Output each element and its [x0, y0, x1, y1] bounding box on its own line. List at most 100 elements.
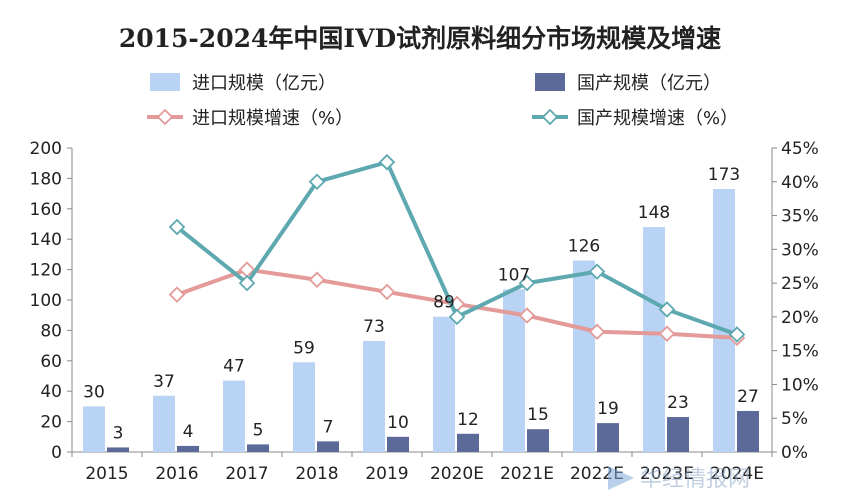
bar — [107, 447, 129, 452]
bar — [293, 362, 315, 452]
bar — [247, 444, 269, 452]
left-tick-label: 180 — [30, 169, 62, 189]
watermark: 华经情报网 — [608, 466, 750, 492]
left-tick-label: 80 — [40, 321, 62, 341]
x-tick-label: 2021E — [500, 464, 554, 484]
chart-title: 2015-2024年中国IVD试剂原料细分市场规模及增速 — [119, 24, 721, 53]
x-tick-label: 2023E — [640, 464, 694, 484]
legend-label: 国产规模（亿元） — [577, 73, 721, 94]
bar-data-label: 15 — [527, 405, 549, 425]
right-tick-label: 10% — [781, 375, 819, 395]
line-point — [378, 153, 396, 171]
line-point — [448, 308, 466, 326]
bar-data-label: 47 — [223, 357, 245, 377]
right-tick-label: 40% — [781, 173, 819, 193]
left-tick-label: 200 — [30, 139, 62, 159]
bar-data-label: 7 — [323, 417, 334, 437]
line-point — [308, 173, 326, 191]
bar-data-label: 89 — [433, 293, 455, 313]
line-point — [308, 271, 326, 289]
legend-marker — [156, 108, 174, 126]
bar-data-label: 30 — [83, 382, 105, 402]
right-tick-label: 5% — [781, 409, 808, 429]
line-point — [378, 283, 396, 301]
line-point — [728, 326, 746, 343]
left-tick-label: 160 — [30, 200, 62, 220]
line-point — [168, 286, 186, 303]
bar — [643, 227, 665, 452]
left-tick-label: 0 — [51, 443, 62, 463]
left-tick-label: 60 — [40, 352, 62, 372]
bar-data-label: 107 — [498, 265, 530, 285]
legend-marker — [541, 108, 559, 126]
bar — [153, 395, 175, 452]
left-tick-label: 40 — [40, 382, 62, 402]
bar-data-label: 173 — [708, 165, 740, 185]
chart-legend: 进口规模（亿元） 国产规模（亿元） 进口规模增速（%） 国产规模增速（%） — [147, 73, 738, 129]
right-tick-label: 30% — [781, 240, 819, 260]
bar-data-label: 10 — [387, 413, 409, 433]
x-tick-label: 2019 — [365, 464, 408, 484]
bar-data-label: 27 — [737, 387, 759, 407]
watermark-text: 华经情报网 — [640, 467, 750, 492]
bar — [363, 341, 385, 452]
bar — [177, 445, 199, 452]
left-tick-label: 120 — [30, 261, 62, 281]
line-point — [588, 323, 606, 341]
legend-label: 进口规模（亿元） — [192, 73, 336, 94]
bar-data-label: 19 — [597, 399, 619, 419]
bar — [387, 436, 409, 452]
bar-data-label: 148 — [638, 203, 670, 223]
bar — [503, 289, 525, 452]
right-tick-label: 35% — [781, 207, 819, 227]
right-tick-label: 20% — [781, 308, 819, 328]
line-point — [658, 301, 676, 318]
bar — [83, 406, 105, 452]
x-tick-label: 2017 — [225, 464, 268, 484]
line-point — [518, 274, 536, 292]
right-tick-label: 45% — [781, 139, 819, 159]
x-tick-label: 2016 — [155, 464, 198, 484]
right-tick-label: 15% — [781, 342, 819, 362]
bar — [667, 417, 689, 452]
right-tick-label: 25% — [781, 274, 819, 294]
watermark-logo-icon — [608, 466, 634, 490]
x-tick-label: 2024E — [710, 464, 764, 484]
bar — [527, 429, 549, 452]
bar-data-label: 5 — [253, 420, 264, 440]
bar — [597, 423, 619, 452]
bar — [737, 410, 759, 452]
legend-swatch — [150, 73, 180, 91]
bar-data-label: 59 — [293, 338, 315, 358]
right-tick-label: 0% — [781, 443, 808, 463]
bar — [433, 316, 455, 452]
bar-data-label: 126 — [568, 236, 600, 256]
bar-data-label: 37 — [153, 372, 175, 392]
legend-label: 国产规模增速（%） — [577, 108, 738, 129]
legend-swatch — [535, 73, 565, 91]
line-point — [588, 263, 606, 280]
bar-data-label: 3 — [113, 423, 124, 443]
bar-data-label: 23 — [667, 393, 689, 413]
x-tick-label: 2018 — [295, 464, 338, 484]
bar — [713, 189, 735, 453]
bar-data-label: 4 — [183, 422, 194, 442]
x-tick-label: 2015 — [85, 464, 128, 484]
line-point — [168, 218, 186, 236]
bar-data-label: 12 — [457, 410, 479, 430]
bar — [457, 433, 479, 452]
x-tick-label: 2020E — [430, 464, 484, 484]
line-point — [518, 307, 536, 324]
bar — [573, 260, 595, 452]
left-tick-label: 140 — [30, 230, 62, 250]
left-tick-label: 20 — [40, 413, 62, 433]
line-point — [238, 274, 256, 292]
line-point — [658, 325, 676, 343]
bar — [223, 380, 245, 452]
bar-data-label: 73 — [363, 317, 385, 337]
legend-label: 进口规模增速（%） — [192, 108, 353, 129]
plot-area: 0 20 40 60 80 100 120 140 160 180 200 0% 5% 10% 15% 20%… — [30, 139, 819, 484]
left-tick-label: 100 — [30, 291, 62, 311]
